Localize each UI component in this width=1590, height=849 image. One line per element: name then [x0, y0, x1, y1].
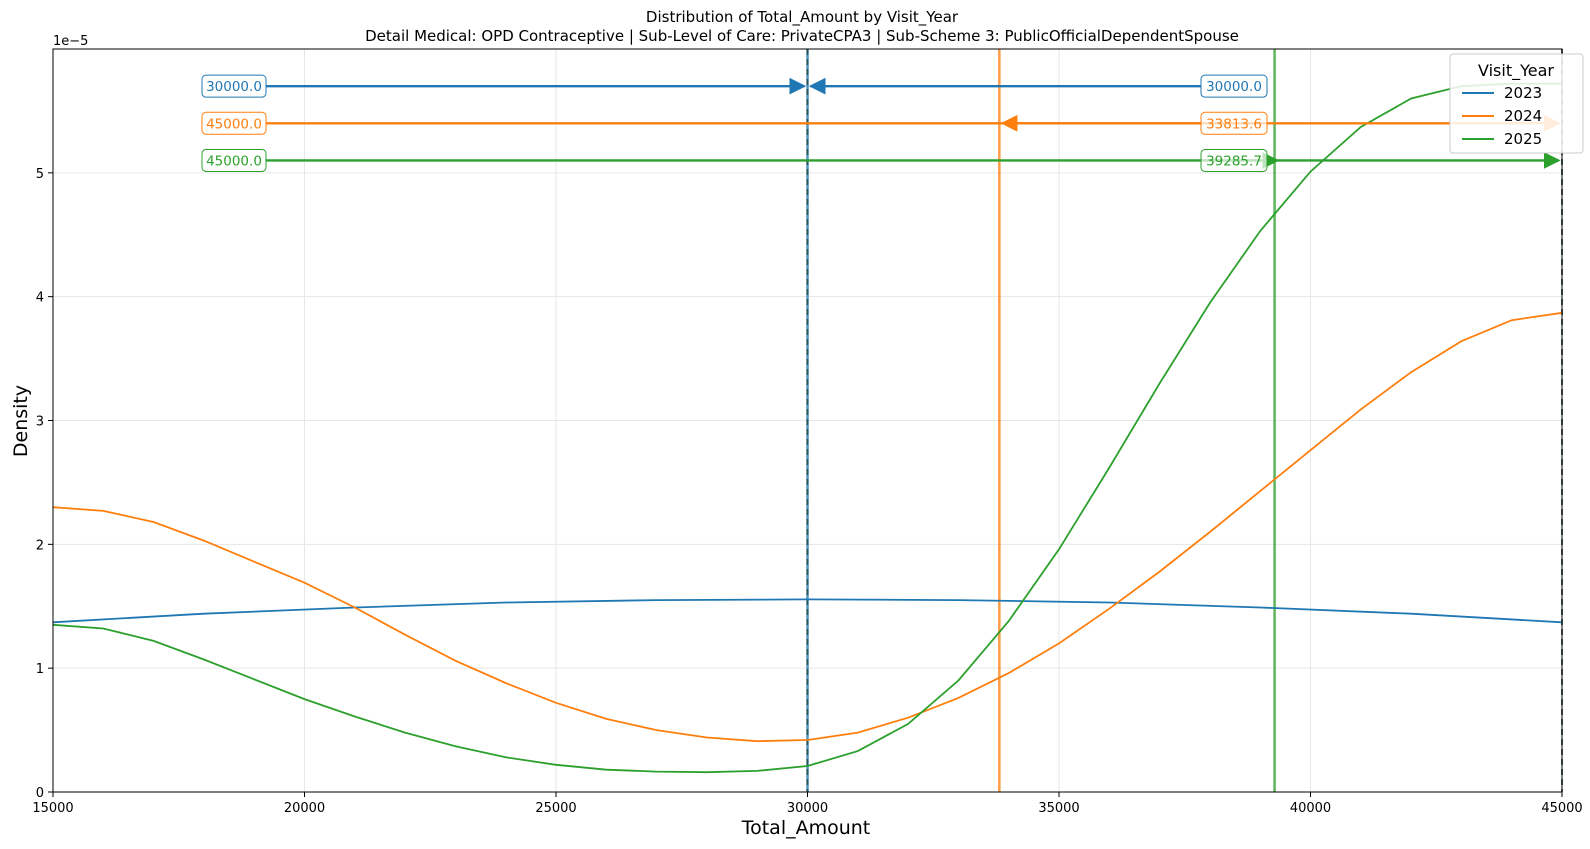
legend-label-2025: 2025: [1504, 130, 1542, 148]
x-tick-label: 35000: [1038, 801, 1079, 816]
legend-frame: [1449, 53, 1584, 154]
legend-label-2024: 2024: [1504, 107, 1542, 125]
y-tick-label: 3: [36, 415, 44, 430]
x-tick-label: 25000: [535, 801, 576, 816]
chart-subtitle: Detail Medical: OPD Contraceptive | Sub-…: [365, 27, 1239, 45]
legend: Visit_Year 2023 2024 2025: [1449, 53, 1584, 154]
chart-title: Distribution of Total_Amount by Visit_Ye…: [646, 8, 959, 27]
y-axis-label: Density: [10, 385, 32, 457]
series-line-2024: [52, 311, 1563, 743]
y-tick-label: 1: [36, 662, 44, 677]
annotation-box-left: [201, 148, 267, 172]
x-tick-label: 40000: [1290, 801, 1331, 816]
legend-title: Visit_Year: [1478, 61, 1554, 81]
x-axis-label: Total_Amount: [741, 817, 871, 839]
annotation-label-left-2023: 30000.0: [206, 79, 262, 95]
x-tick-label: 15000: [32, 801, 73, 816]
annotation-label-left-2024: 45000.0: [206, 116, 262, 132]
annotation-label-right-2025: 39285.7: [1206, 153, 1262, 169]
annotation-box-right: [1200, 148, 1268, 172]
annotation-box-left: [201, 74, 267, 98]
legend-label-2023: 2023: [1504, 84, 1542, 102]
annotation-label-right-2023: 30000.0: [1206, 79, 1262, 95]
axes: 15000 20000 25000 30000 35000 40000 45000 0 1 2 3 4…: [32, 48, 1583, 816]
y-tick-label: 2: [36, 538, 44, 553]
x-tick-label: 20000: [284, 801, 325, 816]
y-scale-label: 1e−5: [53, 34, 88, 49]
series-line-2025: [52, 82, 1562, 774]
y-tick-label: 0: [36, 786, 44, 801]
series-line-2023: [52, 598, 1563, 624]
x-tick-label: 30000: [787, 801, 828, 816]
annotation-box-right: [1200, 111, 1268, 135]
annotation-label-left-2025: 45000.0: [206, 153, 262, 169]
density-curves: [52, 82, 1563, 774]
y-tick-label: 4: [36, 291, 44, 306]
y-tick-label: 5: [36, 167, 44, 182]
annotation-box-right: [1200, 74, 1268, 98]
x-tick-label: 45000: [1541, 801, 1582, 816]
annotations: 30000.0 30000.0 45000.0 33813.6 45000.0 39285…: [201, 74, 1561, 172]
annotation-box-left: [201, 111, 267, 135]
annotation-label-right-2024: 33813.6: [1206, 116, 1262, 132]
